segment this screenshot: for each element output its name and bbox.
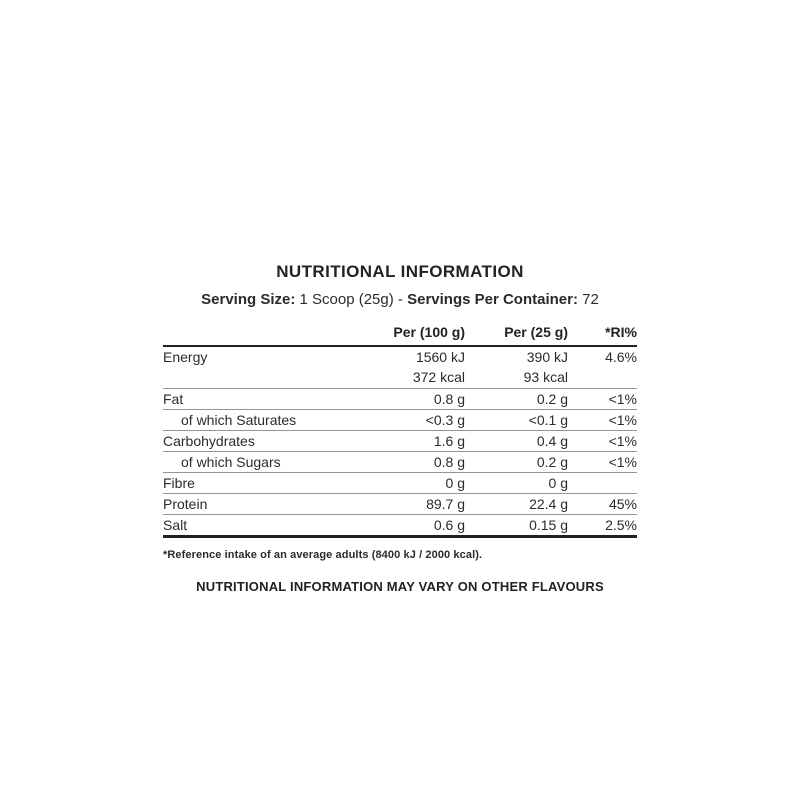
value-ri: <1%: [568, 409, 637, 431]
serving-info: Serving Size: 1 Scoop (25g) - Servings P…: [163, 291, 637, 308]
serving-size-value: 1 Scoop (25g): [299, 291, 394, 308]
value-per-25g: 93 kcal: [465, 367, 568, 389]
table-row-fibre: Fibre 0 g 0 g: [163, 472, 637, 494]
value-ri: [568, 472, 637, 494]
value-ri: <1%: [568, 388, 637, 410]
header-per-25g: Per (25 g): [465, 320, 568, 347]
table-row-energy-kj: Energy 1560 kJ 390 kJ 4.6%: [163, 346, 637, 367]
value-ri: <1%: [568, 430, 637, 452]
value-per-25g: <0.1 g: [465, 409, 568, 431]
serving-separator: -: [397, 291, 403, 308]
value-per-25g: 22.4 g: [465, 493, 568, 515]
nutrient-name: Fat: [163, 388, 363, 410]
table-row-energy-kcal: 372 kcal 93 kcal: [163, 367, 637, 389]
page-title: NUTRITIONAL INFORMATION: [276, 262, 524, 281]
table-row-sugars: of which Sugars 0.8 g 0.2 g <1%: [163, 451, 637, 473]
nutrient-name: Salt: [163, 514, 363, 538]
value-per-100g: 0.8 g: [363, 388, 465, 410]
nutrition-table: Per (100 g) Per (25 g) *RI% Energy 1560 …: [163, 320, 637, 538]
value-per-100g: <0.3 g: [363, 409, 465, 431]
value-ri: <1%: [568, 451, 637, 473]
value-per-100g: 89.7 g: [363, 493, 465, 515]
value-per-25g: 0 g: [465, 472, 568, 494]
servings-per-container-value: 72: [582, 291, 599, 308]
value-ri: 2.5%: [568, 514, 637, 538]
value-per-100g: 0.6 g: [363, 514, 465, 538]
value-per-100g: 1.6 g: [363, 430, 465, 452]
value-per-100g: 1560 kJ: [415, 349, 465, 365]
nutrient-name: of which Sugars: [163, 451, 363, 473]
table-row-fat: Fat 0.8 g 0.2 g <1%: [163, 388, 637, 410]
nutrient-name: Carbohydrates: [163, 430, 363, 452]
header-nutrient: [163, 320, 363, 347]
value-per-25g: 390 kJ: [526, 349, 568, 365]
flavour-variation-disclaimer: NUTRITIONAL INFORMATION MAY VARY ON OTHE…: [196, 578, 604, 594]
value-per-25g: 0.4 g: [465, 430, 568, 452]
table-row-saturates: of which Saturates <0.3 g <0.1 g <1%: [163, 409, 637, 431]
nutrient-name: Protein: [163, 493, 363, 515]
nutrient-name: Fibre: [163, 472, 363, 494]
nutrient-name: of which Saturates: [163, 409, 363, 431]
header-per-100g: Per (100 g): [363, 320, 465, 347]
nutrient-name: Energy: [163, 349, 208, 365]
value-per-100g: 372 kcal: [363, 367, 465, 389]
value-per-25g: 0.15 g: [465, 514, 568, 538]
table-row-protein: Protein 89.7 g 22.4 g 45%: [163, 493, 637, 515]
value-ri: [568, 367, 637, 389]
value-per-25g: 0.2 g: [465, 451, 568, 473]
serving-size-label: Serving Size:: [201, 291, 296, 308]
nutrition-label: NUTRITIONAL INFORMATION Serving Size: 1 …: [163, 262, 637, 594]
table-row-salt: Salt 0.6 g 0.15 g 2.5%: [163, 514, 637, 538]
nutrient-name: [163, 367, 363, 389]
table-header-row: Per (100 g) Per (25 g) *RI%: [163, 320, 637, 347]
value-per-25g: 0.2 g: [465, 388, 568, 410]
reference-intake-footnote: *Reference intake of an average adults (…: [163, 548, 483, 561]
value-per-100g: 0.8 g: [363, 451, 465, 473]
value-ri: 4.6%: [605, 349, 637, 365]
value-ri: 45%: [568, 493, 637, 515]
value-per-100g: 0 g: [363, 472, 465, 494]
header-ri-percent: *RI%: [568, 320, 637, 347]
servings-per-container-label: Servings Per Container:: [407, 291, 578, 308]
table-row-carbohydrates: Carbohydrates 1.6 g 0.4 g <1%: [163, 430, 637, 452]
